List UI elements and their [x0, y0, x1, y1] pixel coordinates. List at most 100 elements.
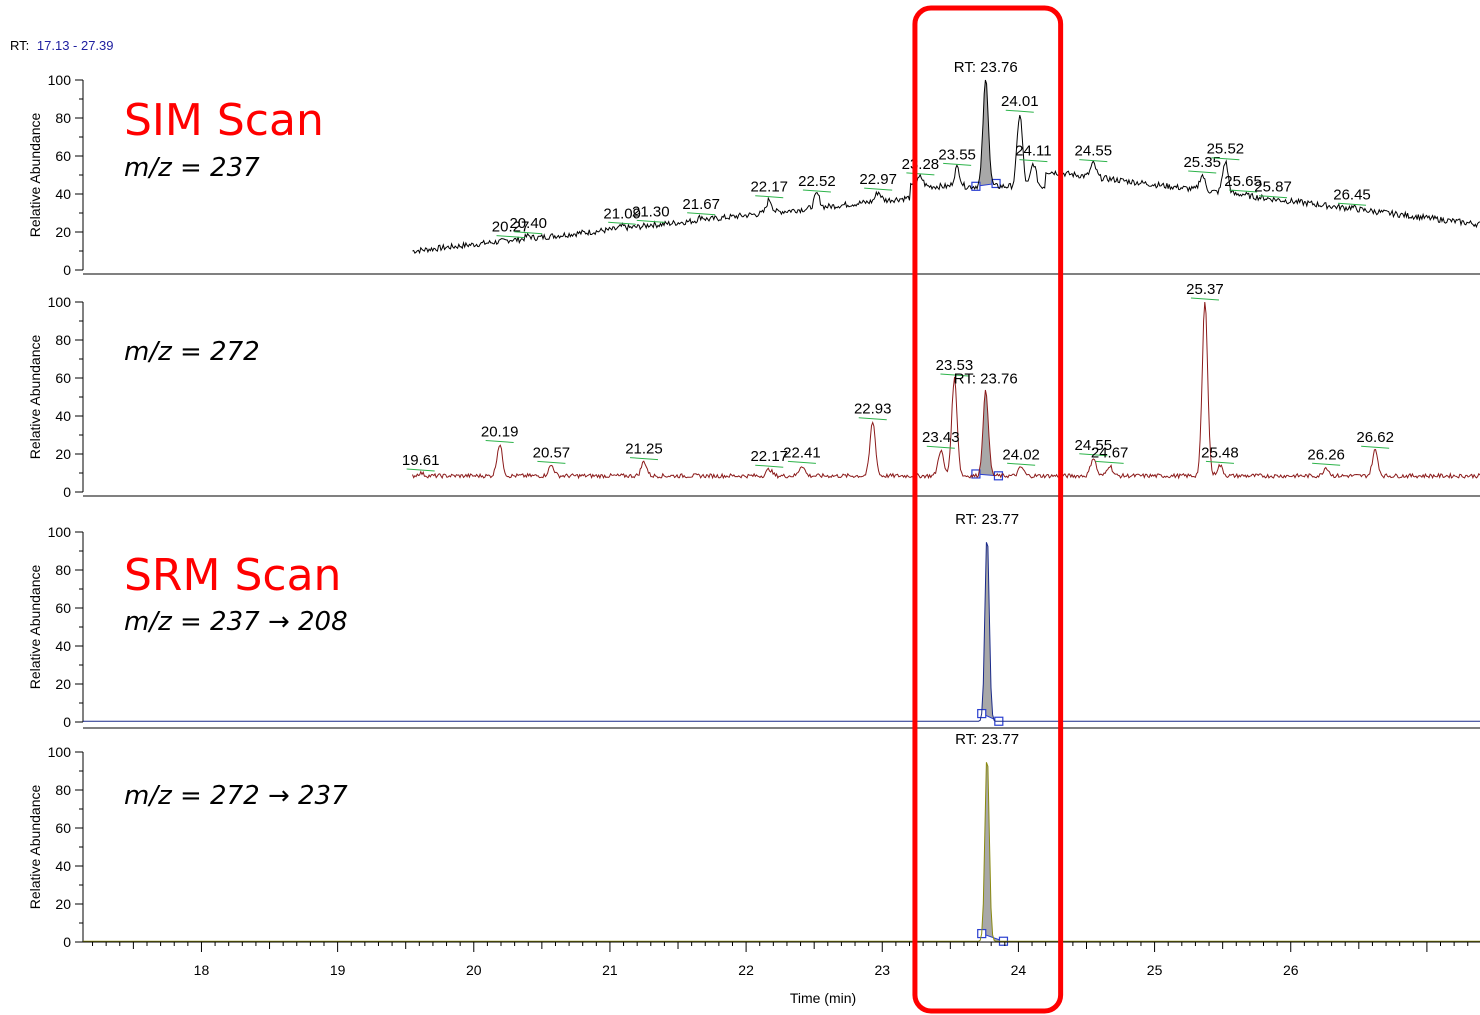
chart-panel-1: 0 20 40 60 80 100 Relative Abundance SIM Scan m/…	[27, 59, 1480, 278]
chart-panel-4: 0 20 40 60 80 100 Relative Abundance m/z = 272 …	[27, 731, 1480, 950]
peak-label: 24.11	[1015, 143, 1051, 160]
y-tick-label: 0	[63, 484, 71, 500]
peak-baseline-tick	[906, 172, 935, 176]
chart-panel-3: 0 20 40 60 80 100 Relative Abundance SRM Scan m/…	[27, 511, 1480, 730]
peak-baseline-tick	[636, 219, 665, 223]
trace-line	[412, 79, 1480, 255]
mz-label: m/z = 272 → 237	[124, 781, 348, 811]
peak-label: 24.02	[1002, 446, 1040, 463]
y-tick-label: 20	[55, 896, 71, 912]
y-tick-label: 100	[48, 294, 72, 310]
peak-label: 25.87	[1254, 179, 1292, 196]
peak-baseline-tick	[802, 189, 831, 193]
peak-baseline-tick	[537, 460, 566, 464]
y-tick-label: 60	[55, 820, 71, 836]
peak-label: 20.27	[492, 219, 530, 236]
y-tick-label: 40	[55, 858, 71, 874]
peak-baseline-tick	[1337, 202, 1367, 206]
x-tick-label: 21	[602, 962, 618, 978]
peak-label: 22.52	[798, 173, 836, 190]
peak-label: 21.67	[682, 196, 720, 213]
peak-label: 25.48	[1201, 444, 1239, 461]
peak-baseline-tick	[755, 464, 784, 468]
peak-label: 20.19	[481, 424, 519, 441]
peak-baseline-tick	[629, 457, 659, 461]
peak-label: 22.41	[783, 444, 821, 461]
y-tick-label: 80	[55, 332, 71, 348]
peak-baseline-tick	[1079, 159, 1108, 163]
y-tick-label: 100	[48, 524, 72, 540]
x-tick-label: 23	[874, 962, 890, 978]
peak-baseline-tick	[1205, 460, 1234, 464]
peak-baseline-tick	[1188, 170, 1217, 174]
y-axis-title: Relative Abundance	[27, 335, 43, 460]
peak-baseline-tick	[926, 445, 955, 449]
peak-baseline-tick	[1312, 462, 1341, 466]
rt-peak-label: RT: 23.77	[955, 511, 1019, 528]
peak-baseline-tick	[1007, 462, 1036, 466]
peak-baseline-tick	[943, 162, 972, 166]
trace-line	[83, 762, 1480, 942]
x-tick-label: 26	[1283, 962, 1299, 978]
scan-type-label: SIM Scan	[124, 95, 324, 146]
peak-label: 22.17	[750, 448, 788, 465]
y-tick-label: 80	[55, 110, 71, 126]
chart-panel-2: 0 20 40 60 80 100 Relative Abundance m/z = 272 1…	[27, 281, 1480, 500]
peak-baseline-tick	[1019, 159, 1048, 163]
rt-peak-label: RT: 23.76	[954, 59, 1018, 76]
peak-label: 21.09	[603, 205, 641, 222]
x-axis-title: Time (min)	[790, 990, 856, 1006]
peak-baseline-tick	[1211, 157, 1240, 161]
mz-label: m/z = 237	[124, 153, 260, 183]
peak-baseline-tick	[940, 373, 969, 377]
peak-label: 24.55	[1075, 143, 1113, 160]
peak-baseline-tick	[1361, 445, 1390, 449]
y-tick-label: 60	[55, 148, 71, 164]
y-tick-label: 60	[55, 370, 71, 386]
peak-label: 24.67	[1091, 444, 1129, 461]
peak-baseline-tick	[1079, 453, 1108, 457]
peak-label: 26.45	[1333, 186, 1371, 203]
peak-label: 25.37	[1186, 281, 1224, 298]
y-tick-label: 20	[55, 446, 71, 462]
peak-baseline-tick	[858, 417, 887, 421]
peak-baseline-tick	[1190, 297, 1219, 301]
mz-label: m/z = 272	[124, 337, 260, 367]
peak-baseline-tick	[406, 468, 435, 472]
peak-label: 25.35	[1183, 154, 1221, 171]
peak-baseline-tick	[485, 440, 514, 443]
peak-baseline-tick	[608, 221, 637, 225]
peak-label: 24.55	[1075, 437, 1113, 454]
peak-label: 20.40	[509, 215, 547, 232]
integrated-peak-area	[981, 542, 999, 722]
peak-baseline-tick	[1095, 460, 1124, 464]
peak-label: 22.17	[750, 179, 788, 196]
peak-label: 26.62	[1356, 429, 1394, 446]
y-axis-title: Relative Abundance	[27, 785, 43, 910]
y-tick-label: 80	[55, 562, 71, 578]
peak-label: 25.52	[1207, 141, 1245, 158]
peak-baseline-tick	[864, 187, 893, 191]
scan-type-label: SRM Scan	[124, 550, 341, 601]
x-tick-label: 19	[330, 962, 346, 978]
panels: 0 20 40 60 80 100 Relative Abundance SIM Scan m/…	[27, 59, 1480, 950]
x-tick-label: 22	[738, 962, 754, 978]
peak-label: 22.93	[854, 401, 892, 418]
y-tick-label: 60	[55, 600, 71, 616]
integrated-peak-area	[975, 80, 997, 189]
peak-baseline-tick	[1259, 195, 1288, 199]
peak-baseline-tick	[787, 460, 816, 464]
integrated-peak-area	[981, 762, 1004, 942]
x-tick-label: 25	[1147, 962, 1163, 978]
peak-label: 19.61	[402, 452, 440, 469]
x-axis: 18 19 20 21 22 23 24 25 26	[83, 941, 1480, 978]
rt-peak-label: RT: 23.77	[955, 731, 1019, 748]
y-tick-label: 0	[63, 262, 71, 278]
y-tick-label: 40	[55, 638, 71, 654]
peak-label: 24.01	[1001, 93, 1039, 110]
rt-range-label: RT: 17.13 - 27.39	[10, 38, 114, 53]
peak-label: 21.30	[632, 203, 670, 220]
trace-line	[83, 542, 1480, 722]
peak-baseline-tick	[755, 195, 784, 199]
